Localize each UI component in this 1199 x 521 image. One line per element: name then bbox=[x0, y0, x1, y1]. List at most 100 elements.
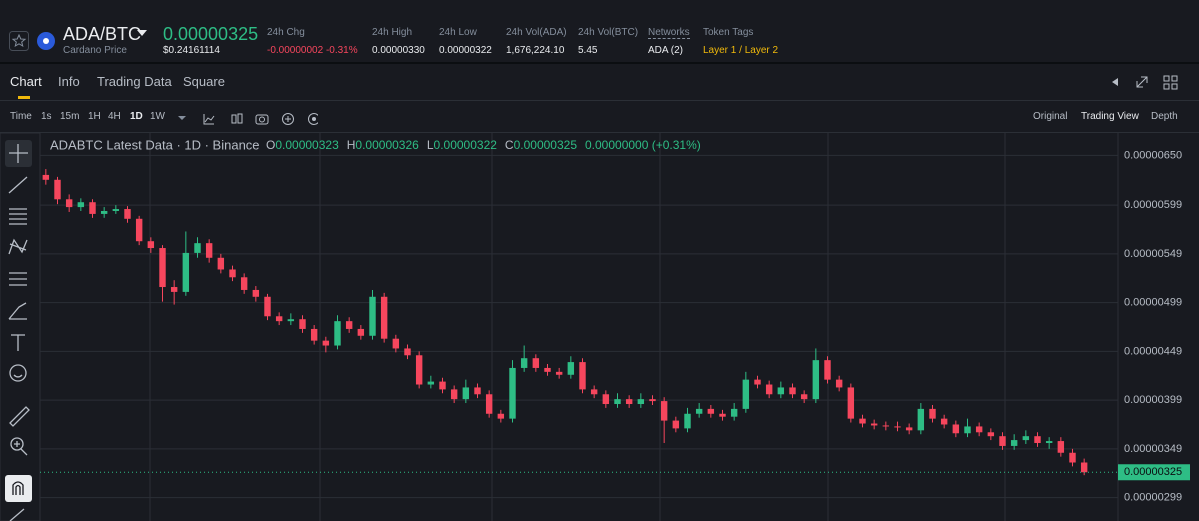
chart-actions[interactable] bbox=[1110, 74, 1190, 90]
candle-body bbox=[812, 360, 820, 400]
candle-body bbox=[205, 243, 213, 258]
drawing-tool-icons[interactable] bbox=[5, 140, 32, 521]
legend-value: 0.00000326 bbox=[355, 138, 419, 152]
candle-body bbox=[194, 243, 201, 253]
candle-body bbox=[345, 321, 353, 329]
last-price-box bbox=[1118, 464, 1190, 481]
candle-body bbox=[870, 423, 878, 426]
candle-body bbox=[322, 340, 330, 346]
candle-body bbox=[800, 394, 808, 400]
stat-label: 24h Chg bbox=[267, 27, 305, 38]
candle-body bbox=[952, 424, 960, 434]
candle-body bbox=[404, 348, 411, 356]
dropdown-icon[interactable] bbox=[137, 30, 147, 38]
tab[interactable]: Chart bbox=[10, 74, 42, 89]
candle-body bbox=[42, 174, 50, 180]
candle-body bbox=[182, 252, 190, 292]
candle-body bbox=[999, 436, 1006, 446]
candle-body bbox=[1034, 436, 1041, 444]
subtitle[interactable]: Cardano Price bbox=[63, 45, 127, 56]
coin-icon bbox=[37, 32, 55, 50]
legend-change: 0.00000000 (+0.31%) bbox=[585, 138, 701, 152]
candle-body bbox=[392, 338, 400, 349]
last-price-label: 0.00000325 bbox=[1124, 466, 1182, 478]
stat-label: 24h Vol(BTC) bbox=[578, 27, 639, 38]
candle-body bbox=[882, 425, 890, 427]
candle-body bbox=[264, 296, 271, 317]
candle-body bbox=[124, 209, 131, 219]
chart: ADABTC Latest Data · 1D · Binance 0.0000… bbox=[0, 133, 1199, 521]
candle-body bbox=[439, 381, 446, 390]
y-tick-label: 0.00000349 bbox=[1124, 443, 1182, 455]
favorite-icon[interactable] bbox=[9, 31, 29, 51]
candle-body bbox=[427, 381, 435, 385]
candle-body bbox=[474, 387, 481, 395]
candle-body bbox=[112, 209, 120, 211]
candle-body bbox=[380, 296, 388, 339]
price: 0.00000325 bbox=[163, 24, 259, 44]
candle-body bbox=[252, 289, 260, 297]
legend-key: L bbox=[427, 138, 434, 152]
interval[interactable]: 1H bbox=[88, 111, 101, 122]
candle-body bbox=[485, 394, 493, 414]
candle-body bbox=[275, 316, 283, 322]
candle-body bbox=[672, 420, 680, 429]
interval[interactable]: Time bbox=[10, 111, 32, 122]
toolbar: Time 1s 15m 1H 4H 1D 1W Original Trading… bbox=[0, 101, 1199, 133]
candle-body bbox=[77, 202, 85, 208]
interval[interactable]: 4H bbox=[108, 111, 121, 122]
tab[interactable]: Square bbox=[183, 74, 225, 89]
candle-body bbox=[602, 394, 610, 405]
y-tick-label: 0.00000650 bbox=[1124, 149, 1182, 161]
stat-label[interactable]: Networks bbox=[648, 27, 690, 39]
stat-value: ADA (2) bbox=[648, 45, 684, 56]
y-tick-label: 0.00000499 bbox=[1124, 297, 1182, 309]
candle-body bbox=[1010, 440, 1018, 446]
candle-body bbox=[544, 367, 551, 372]
candle-body bbox=[369, 296, 376, 336]
candle-body bbox=[1045, 441, 1053, 444]
y-tick-label: 0.00000449 bbox=[1124, 345, 1182, 357]
view-option[interactable]: Trading View bbox=[1081, 111, 1139, 122]
candle-body bbox=[1057, 441, 1065, 453]
toolbar-icons[interactable] bbox=[178, 112, 318, 126]
pair[interactable]: ADA/BTC bbox=[63, 24, 142, 44]
legend-key: H bbox=[347, 138, 356, 152]
candle-body bbox=[719, 413, 726, 417]
y-tick-label: 0.00000549 bbox=[1124, 248, 1182, 260]
interval[interactable]: 1D bbox=[130, 111, 143, 122]
view-option[interactable]: Original bbox=[1033, 111, 1068, 122]
view-option[interactable]: Depth bbox=[1151, 111, 1178, 122]
tab[interactable]: Info bbox=[58, 74, 80, 89]
candle-body bbox=[170, 287, 178, 292]
candle-body bbox=[520, 358, 528, 368]
candle-body bbox=[777, 387, 785, 395]
tabs: Chart Info Trading Data Square bbox=[0, 64, 1199, 101]
stat-value[interactable]: Layer 1 / Layer 2 bbox=[703, 45, 779, 56]
stat-label: 24h Vol(ADA) bbox=[506, 27, 567, 38]
candle-body bbox=[299, 319, 306, 329]
candle-body bbox=[159, 248, 166, 288]
candle-body bbox=[754, 379, 761, 385]
y-tick-label: 0.00000299 bbox=[1124, 492, 1182, 504]
interval[interactable]: 15m bbox=[60, 111, 80, 122]
interval[interactable]: 1W bbox=[150, 111, 165, 122]
candle-body bbox=[1080, 462, 1088, 473]
interval[interactable]: 1s bbox=[41, 111, 52, 122]
candle-body bbox=[975, 426, 983, 433]
candle-body bbox=[567, 362, 575, 375]
legend-value: 0.00000323 bbox=[275, 138, 339, 152]
candle-body bbox=[637, 399, 645, 405]
candle-body bbox=[649, 399, 656, 402]
candle-body bbox=[660, 401, 668, 421]
candle-body bbox=[917, 408, 925, 431]
candle-body bbox=[625, 399, 633, 405]
candle-body bbox=[334, 321, 341, 346]
tab[interactable]: Trading Data bbox=[97, 74, 172, 89]
candle-body bbox=[229, 269, 236, 278]
legend-key: O bbox=[266, 138, 275, 152]
stat-value: -0.00000002 -0.31% bbox=[267, 45, 358, 56]
candle-body bbox=[497, 413, 505, 419]
chart-title: ADABTC Latest Data · 1D · Binance bbox=[50, 137, 260, 152]
vertical-grid bbox=[149, 133, 1006, 521]
